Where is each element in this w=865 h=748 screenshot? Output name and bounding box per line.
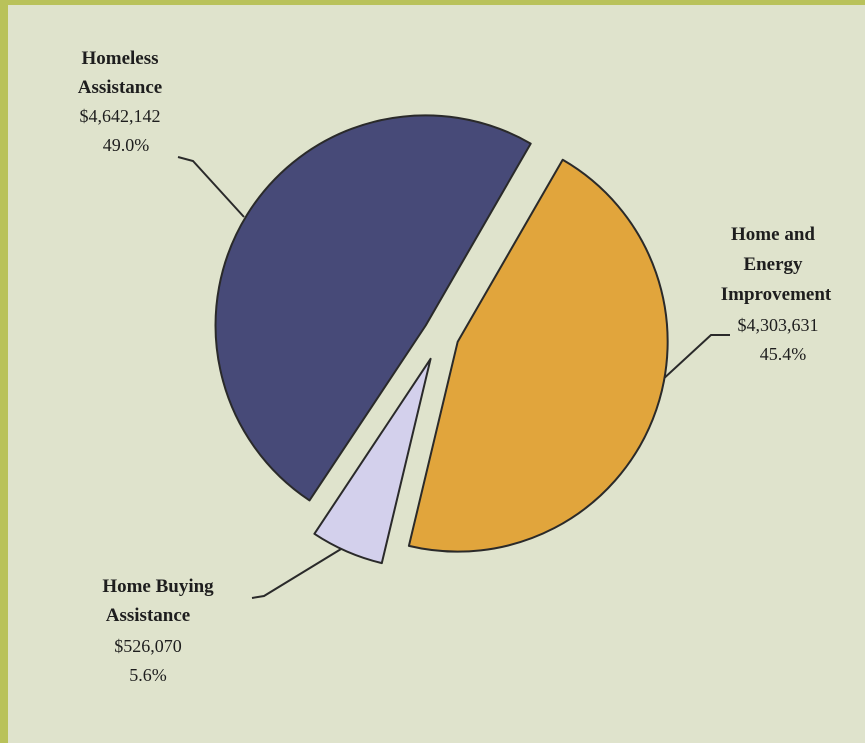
- label-homeless-name-line1: Homeless: [81, 48, 158, 69]
- label-home-buying-amount: $526,070: [114, 636, 182, 656]
- label-home-energy-name-line2: Energy: [743, 254, 803, 275]
- label-homeless-name-line2: Assistance: [78, 77, 162, 98]
- label-homeless-amount: $4,642,142: [80, 106, 161, 126]
- label-home-buying-percent: 5.6%: [129, 665, 167, 685]
- label-home-buying-name-line2: Assistance: [106, 605, 190, 626]
- label-home-energy-percent: 45.4%: [760, 344, 807, 364]
- slice-homeless-assistance: [214, 114, 532, 502]
- slice-home-energy-improvement: [407, 158, 669, 553]
- label-home-energy-name-line1: Home and: [731, 224, 815, 245]
- slice-home-buying-assistance: [313, 357, 432, 565]
- label-home-energy-name-line3: Improvement: [721, 284, 832, 305]
- label-home-energy-amount: $4,303,631: [738, 315, 819, 335]
- leader-line-home-energy: [647, 334, 730, 394]
- pie-chart: Homeless Assistance $4,642,142 49.0% Hom…: [78, 48, 832, 685]
- leader-line-home-buying: [251, 534, 365, 599]
- label-home-buying-name-line1: Home Buying: [102, 576, 214, 597]
- label-homeless-percent: 49.0%: [103, 135, 150, 155]
- leader-line-homeless: [177, 156, 245, 218]
